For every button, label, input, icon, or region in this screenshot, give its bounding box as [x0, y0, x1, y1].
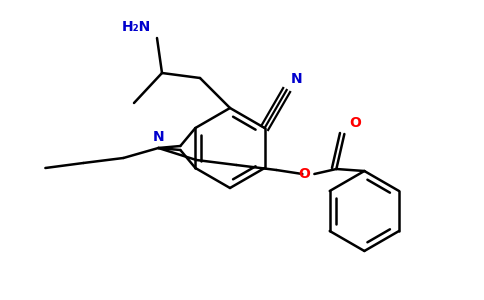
- Text: N: N: [152, 130, 164, 144]
- Text: H₂N: H₂N: [122, 20, 151, 34]
- Text: N: N: [290, 72, 302, 86]
- Text: O: O: [349, 116, 361, 130]
- Text: O: O: [299, 167, 310, 181]
